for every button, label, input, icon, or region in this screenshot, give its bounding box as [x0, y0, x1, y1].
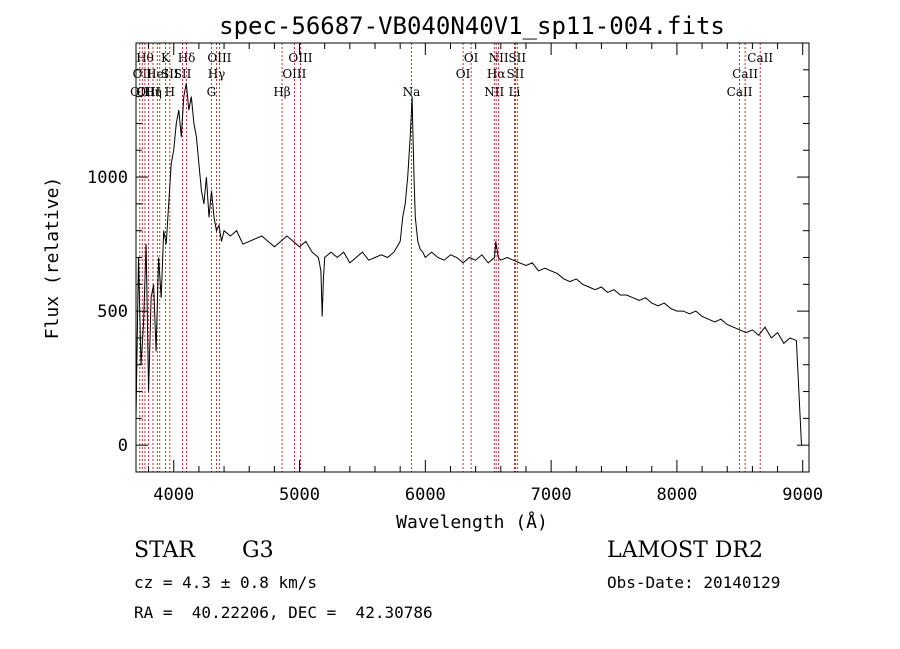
line-label: CaII	[747, 51, 773, 65]
line-label: CaII	[727, 85, 753, 99]
line-label: Na	[403, 85, 421, 99]
line-label: SII	[161, 67, 179, 81]
survey-name: LAMOST DR2	[607, 538, 763, 563]
line-label: OIII	[207, 51, 231, 65]
obs-date: Obs-Date: 20140129	[607, 573, 781, 592]
line-label: Hβ	[273, 85, 290, 99]
line-label: OIII	[288, 51, 312, 65]
line-label: G	[207, 85, 217, 99]
line-label: CaII	[732, 67, 758, 81]
x-tick-label: 6000	[405, 485, 446, 505]
coordinates-text: RA = 40.22206, DEC = 42.30786	[134, 603, 433, 622]
line-label: OI	[464, 51, 479, 65]
y-tick-label: 1000	[87, 168, 128, 188]
plot-frame	[135, 42, 810, 473]
y-tick-label: 500	[97, 302, 128, 322]
emission-line-markers: OIIOIIHθOIIIHηHeIKSIIHHδSIIGHγOIIIHβOIII…	[130, 43, 773, 472]
line-label: OIII	[282, 67, 306, 81]
x-tick-label: 5000	[279, 485, 320, 505]
redshift-text: cz = 4.3 ± 0.8 km/s	[134, 573, 318, 592]
line-label: H	[165, 85, 175, 99]
line-label: K	[161, 51, 171, 65]
object-subclass: G3	[242, 538, 274, 563]
y-tick-label: 0	[118, 436, 128, 456]
line-label: Hθ	[136, 51, 154, 65]
line-label: Li	[508, 85, 520, 99]
line-label: NII	[484, 85, 504, 99]
axis-ticks: 4000 5000 6000 7000 8000 9000 0 500 1000	[87, 43, 823, 505]
line-label: Hδ	[178, 51, 196, 65]
y-axis-label: Flux (relative)	[42, 177, 63, 340]
x-tick-label: 7000	[531, 485, 572, 505]
line-label: Hγ	[208, 67, 226, 81]
object-class: STAR	[134, 538, 195, 563]
chart-title: spec-56687-VB040N40V1_sp11-004.fits	[219, 12, 725, 40]
line-label: NII	[489, 51, 509, 65]
spectrum-chart: spec-56687-VB040N40V1_sp11-004.fits OII O…	[42, 12, 823, 533]
line-label: OIII	[136, 85, 160, 99]
line-label: OII	[133, 67, 153, 81]
spectrum-line	[135, 83, 802, 446]
x-tick-label: 9000	[782, 485, 823, 505]
line-label: Hη	[144, 85, 162, 99]
line-label: SII	[174, 67, 192, 81]
line-label: HeI	[146, 67, 169, 81]
line-label: SII	[507, 67, 525, 81]
x-axis-label: Wavelength (Å)	[396, 511, 548, 533]
x-tick-label: 4000	[153, 485, 194, 505]
x-tick-label: 8000	[656, 485, 697, 505]
line-label: SII	[508, 51, 526, 65]
line-label: Hα	[487, 67, 506, 81]
line-label: OI	[456, 67, 471, 81]
